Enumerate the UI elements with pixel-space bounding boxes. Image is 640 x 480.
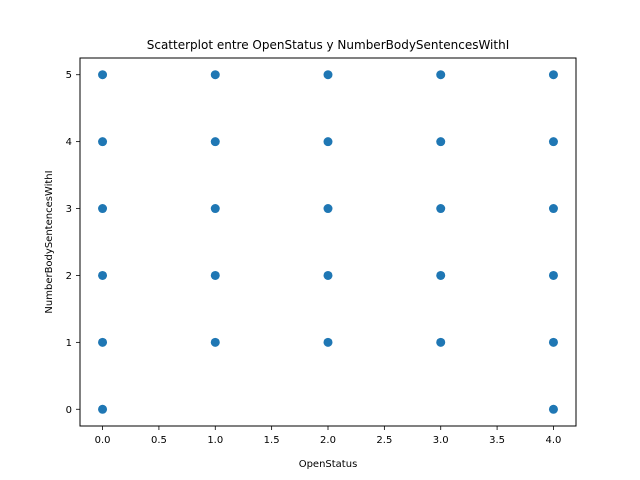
y-tick-label: 3 <box>66 204 72 215</box>
data-point <box>436 270 446 280</box>
data-point <box>436 137 446 147</box>
points-layer <box>98 70 558 414</box>
chart-title: Scatterplot entre OpenStatus y NumberBod… <box>147 38 510 52</box>
data-point <box>323 70 333 80</box>
x-axis: 0.0 0.5 1.0 1.5 2.0 2.5 3.0 3.5 4.0 <box>95 426 562 446</box>
x-axis-label: OpenStatus <box>299 459 358 470</box>
data-point <box>548 137 558 147</box>
data-point <box>548 204 558 214</box>
data-point <box>436 337 446 347</box>
data-point <box>98 70 108 80</box>
y-tick-label: 0 <box>66 405 72 416</box>
data-point <box>210 270 220 280</box>
data-point <box>98 137 108 147</box>
data-point <box>210 137 220 147</box>
x-tick-label: 0.5 <box>151 435 167 446</box>
data-point <box>210 204 220 214</box>
data-point <box>98 204 108 214</box>
y-tick-label: 1 <box>66 338 72 349</box>
x-tick-label: 0.0 <box>95 435 111 446</box>
x-tick-label: 4.0 <box>546 435 562 446</box>
data-point <box>323 270 333 280</box>
x-tick-label: 2.0 <box>320 435 336 446</box>
y-tick-label: 2 <box>66 271 72 282</box>
y-axis: 0 1 2 3 4 5 <box>66 70 80 416</box>
data-point <box>98 404 108 414</box>
data-point <box>548 270 558 280</box>
x-tick-label: 3.0 <box>433 435 449 446</box>
x-tick-label: 1.5 <box>264 435 280 446</box>
data-point <box>548 404 558 414</box>
data-point <box>436 204 446 214</box>
data-point <box>323 337 333 347</box>
data-point <box>98 337 108 347</box>
data-point <box>210 70 220 80</box>
data-point <box>323 204 333 214</box>
x-tick-label: 3.5 <box>489 435 505 446</box>
data-point <box>436 70 446 80</box>
x-tick-label: 1.0 <box>207 435 223 446</box>
data-point <box>548 70 558 80</box>
data-point <box>210 337 220 347</box>
data-point <box>98 270 108 280</box>
data-point <box>323 137 333 147</box>
y-axis-label: NumberBodySentencesWithI <box>44 170 55 313</box>
x-tick-label: 2.5 <box>376 435 392 446</box>
y-tick-label: 5 <box>66 70 72 81</box>
y-tick-label: 4 <box>66 137 72 148</box>
data-point <box>548 337 558 347</box>
